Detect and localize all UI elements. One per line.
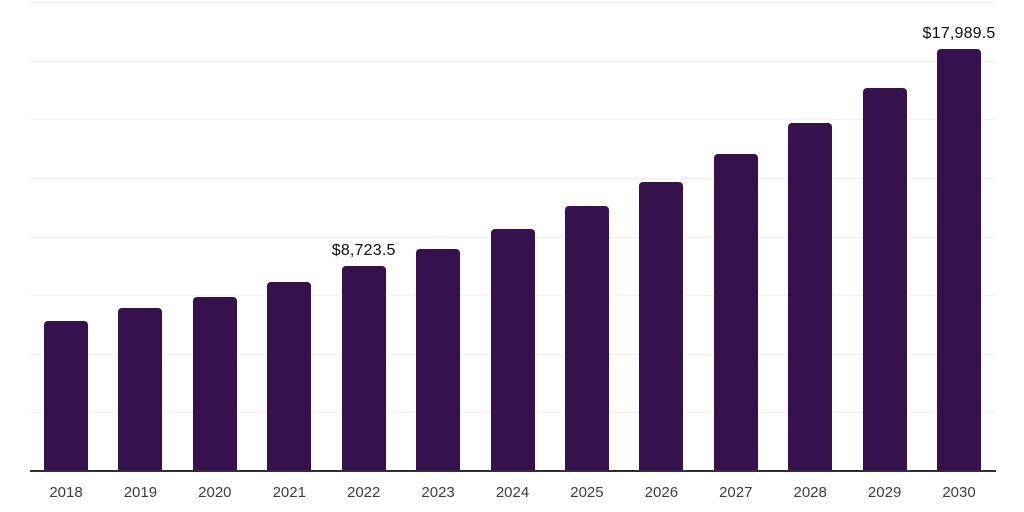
x-tick-label-2021: 2021 (272, 484, 306, 501)
x-tick-label-2019: 2019 (123, 484, 158, 501)
bar-2019 (118, 308, 163, 470)
x-tick-label-2028: 2028 (793, 484, 827, 501)
x-tick-label-2024: 2024 (495, 484, 530, 501)
bar-2020 (192, 297, 237, 470)
bar-2018 (44, 320, 88, 470)
gridline (30, 177, 996, 179)
x-tick-label-2026: 2026 (644, 484, 679, 501)
gridline (30, 2, 996, 3)
value-label-2030: $17,989.5 (922, 25, 996, 43)
bar-2030 (937, 49, 982, 470)
x-tick-label-2025: 2025 (570, 484, 604, 501)
bar-2027 (713, 153, 758, 470)
bar-2023 (416, 248, 461, 470)
bar-2026 (639, 182, 684, 470)
gridline (30, 60, 996, 62)
x-tick-label-2020: 2020 (198, 484, 232, 501)
x-tick-label-2018: 2018 (49, 484, 83, 501)
bar-2024 (490, 228, 535, 470)
x-tick-label-2030: 2030 (942, 484, 976, 501)
bar-2025 (564, 206, 609, 470)
bar-2022 (341, 266, 386, 470)
bar-2021 (267, 281, 312, 470)
gridline (30, 119, 996, 121)
bar-2029 (862, 87, 907, 470)
x-tick-label-2023: 2023 (421, 484, 455, 501)
bar-2028 (788, 122, 833, 470)
x-axis-line (30, 470, 996, 472)
x-tick-label-2022: 2022 (346, 484, 381, 501)
x-tick-label-2027: 2027 (719, 484, 753, 501)
x-tick-label-2029: 2029 (867, 484, 902, 501)
value-label-2022: $8,723.5 (331, 242, 396, 260)
